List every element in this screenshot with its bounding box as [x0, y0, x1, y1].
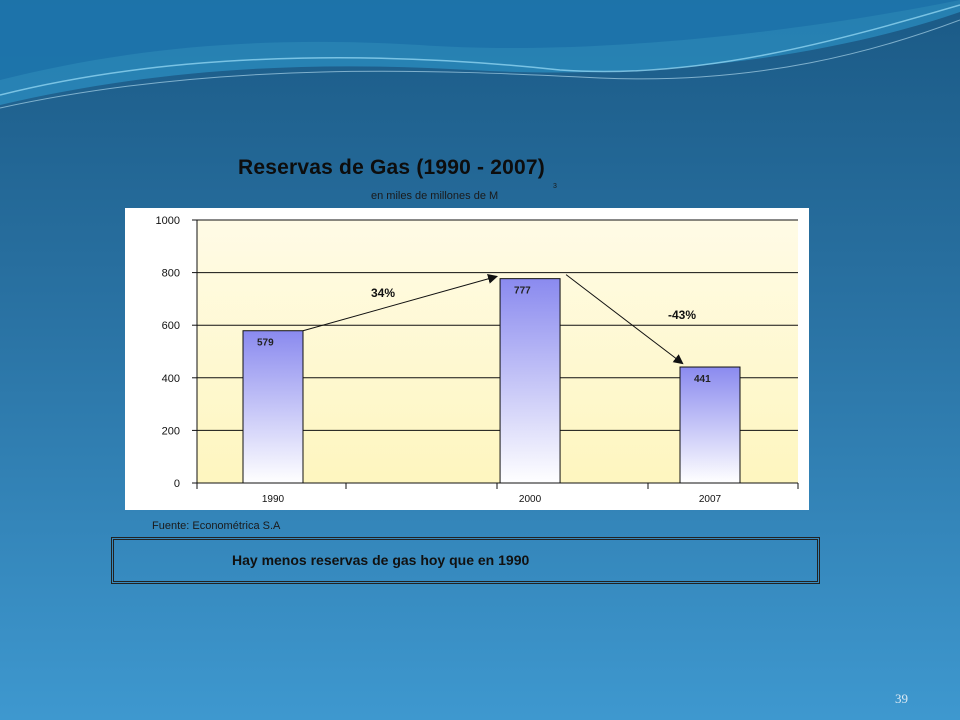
bar-2000	[499, 278, 561, 484]
data-label-2007: 441	[694, 374, 711, 385]
chart-panel: 0 200 400 600 800 1000 579 1990 777 2000 441 2007 34…	[125, 208, 809, 510]
y-tick-label: 200	[162, 425, 180, 437]
data-label-1990: 579	[257, 338, 274, 349]
annotation-decrease: -43%	[668, 308, 696, 322]
x-tick-label-2000: 2000	[519, 494, 542, 505]
conclusion-box: Hay menos reservas de gas hoy que en 199…	[111, 537, 820, 584]
x-tick-label-2007: 2007	[699, 494, 722, 505]
conclusion-text: Hay menos reservas de gas hoy que en 199…	[232, 552, 530, 568]
slide-number: 39	[895, 691, 908, 706]
y-tick-label: 600	[162, 320, 180, 332]
x-tick-label-1990: 1990	[262, 494, 285, 505]
unit-superscript: 3	[553, 183, 557, 190]
bar-1990	[242, 330, 304, 484]
y-tick-label: 1000	[156, 215, 180, 227]
y-tick-label: 0	[174, 478, 180, 490]
source-note: Fuente: Econométrica S.A	[152, 520, 281, 532]
bar-2007	[679, 366, 741, 484]
arrow-decrease	[565, 274, 684, 365]
decorative-header-swoosh	[0, 0, 960, 109]
y-tick-label: 400	[162, 373, 180, 385]
chart-title: Reservas de Gas (1990 - 2007)	[238, 156, 545, 179]
chart-subtitle: en miles de millones de M	[371, 190, 499, 202]
y-tick-label: 800	[162, 268, 180, 280]
bar-chart: 0 200 400 600 800 1000 579 1990 777 2000 441 2007 34…	[156, 215, 799, 505]
annotation-increase: 34%	[371, 286, 395, 300]
data-label-2000: 777	[514, 286, 531, 297]
arrow-increase	[302, 273, 498, 332]
